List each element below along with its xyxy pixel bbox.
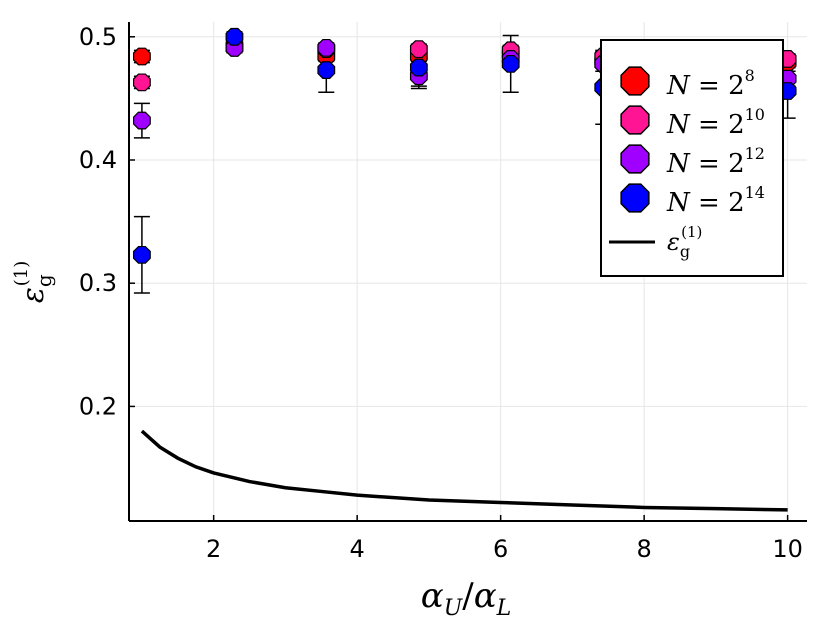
svg-text:αU/αL: αU/αL [421, 576, 512, 621]
legend-exp-n10: 10 [745, 105, 765, 124]
legend-entry-curve: εg(1) [609, 223, 702, 261]
point-n12 [133, 111, 151, 130]
x-label-alpha-1: α [421, 576, 444, 616]
legend: N = 28 N = 210 N = 212 N = 214 εg(1) [600, 39, 784, 277]
y-label-subscript: g [32, 274, 56, 287]
legend-marker-n12 [620, 144, 650, 174]
axes [128, 22, 807, 522]
legend-entry-n10: N = 210 [620, 105, 765, 140]
x-label-slash: / [462, 576, 474, 616]
point-n14 [225, 27, 244, 46]
tick-labels: 2 4 6 8 10 0.2 0.3 0.4 0.5 [79, 23, 803, 563]
curve-layer [140, 429, 788, 512]
legend-exp-n12: 12 [745, 144, 765, 163]
svg-text:N = 214: N = 214 [666, 183, 765, 218]
x-tick-label: 2 [206, 535, 221, 563]
y-tick-label: 0.2 [79, 392, 117, 420]
y-label-symbol: ε [16, 287, 51, 303]
legend-n-n12: N [666, 149, 691, 179]
legend-n-n14: N [666, 188, 691, 218]
legend-n-n8: N [666, 71, 691, 101]
svg-text:N = 212: N = 212 [666, 144, 765, 179]
y-axis-label: εg(1) [11, 261, 56, 303]
legend-curve-superscript: (1) [681, 223, 702, 241]
legend-marker-n10 [620, 105, 650, 135]
legend-curve-subscript: g [680, 242, 690, 261]
y-tick-label: 0.4 [79, 146, 117, 174]
legend-n-n10: N [666, 110, 691, 140]
legend-entry-n12: N = 212 [620, 144, 765, 179]
legend-marker-n14 [620, 183, 650, 213]
point-n14 [133, 245, 151, 264]
y-tick-label: 0.5 [79, 23, 117, 51]
legend-entry-n8: N = 28 [620, 66, 755, 101]
svg-text:N = 28: N = 28 [666, 66, 755, 101]
x-tick-label: 8 [636, 535, 651, 563]
svg-text:N = 210: N = 210 [666, 105, 765, 140]
x-tick-label: 4 [350, 535, 365, 563]
point-n14 [317, 61, 336, 79]
point-n10 [133, 73, 151, 92]
svg-text:εg(1): εg(1) [11, 261, 56, 303]
x-label-alpha-2: α [474, 576, 497, 616]
legend-eq-n8: = [690, 71, 728, 101]
y-tick-label: 0.3 [79, 269, 117, 297]
legend-eq-n10: = [690, 110, 728, 140]
legend-marker-n8 [620, 66, 650, 96]
point-n12 [317, 38, 336, 57]
legend-eq-n12: = [690, 149, 728, 179]
point-n14 [501, 54, 520, 73]
legend-base-n8: 2 [728, 71, 745, 101]
legend-curve-symbol: ε [667, 228, 680, 256]
legend-exp-n8: 8 [745, 66, 755, 85]
point-n14 [409, 58, 428, 77]
legend-base-n10: 2 [728, 110, 745, 140]
x-axis-label: αU/αL [421, 576, 512, 621]
legend-eq-n14: = [690, 188, 728, 218]
legend-exp-n14: 14 [745, 183, 765, 202]
legend-base-n12: 2 [728, 149, 745, 179]
legend-base-n14: 2 [728, 188, 745, 218]
point-n8 [133, 47, 151, 66]
x-tick-label: 6 [493, 535, 508, 563]
legend-entry-n14: N = 214 [620, 183, 765, 218]
x-tick-label: 10 [772, 535, 803, 563]
point-n10 [409, 40, 428, 59]
x-label-sub-2: L [496, 596, 512, 621]
svg-text:εg(1): εg(1) [667, 223, 702, 261]
y-label-superscript: (1) [11, 261, 32, 287]
theory-curve [140, 429, 788, 512]
x-label-sub-1: U [444, 596, 464, 621]
